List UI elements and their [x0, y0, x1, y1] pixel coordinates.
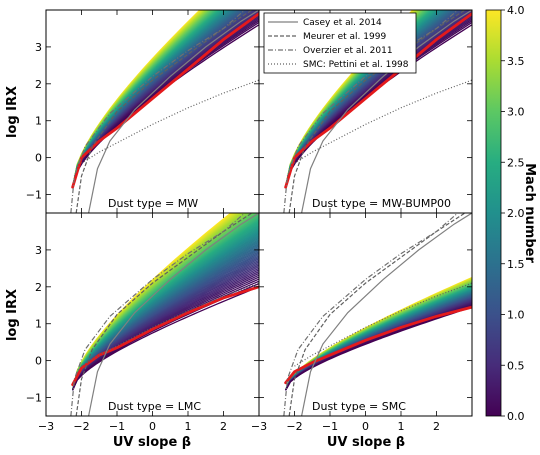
x-tick-label: −3: [38, 420, 54, 433]
mach-curve: [285, 304, 472, 391]
y-tick-label: 2: [35, 281, 42, 294]
meurer-relation: [75, 213, 253, 416]
x-tick-label: −1: [322, 420, 338, 433]
colorbar-tick-label: 2.5: [507, 156, 525, 169]
x-tick-label: 2: [433, 420, 440, 433]
y-tick-label: 1: [35, 115, 42, 128]
casey-relation: [301, 10, 472, 213]
panel-lmc: −1 0 1 2 3 −3 −2 −1 0 1 2: [26, 212, 260, 433]
red-curve: [284, 12, 472, 189]
legend-label-casey: Casey et al. 2014: [303, 18, 382, 28]
y-axis-label-top: log IRX: [5, 86, 20, 138]
mach-curve: [285, 305, 472, 391]
mach-curve: [285, 303, 472, 391]
colorbar-tick-label: 4.0: [507, 4, 525, 17]
y-tick-label: −1: [26, 189, 42, 202]
colorbar-tick-label: 3.0: [507, 106, 525, 119]
y-tick-label: 0: [35, 152, 42, 165]
casey-relation: [88, 213, 259, 416]
colorbar-gradient: [485, 9, 502, 417]
x-tick-label: 2: [220, 420, 227, 433]
x-tick-label: 0: [362, 420, 369, 433]
x-tick-label: 0: [149, 420, 156, 433]
overzier-relation: [283, 10, 459, 213]
meurer-relation: [288, 10, 466, 213]
y-tick-label: 3: [35, 244, 42, 257]
colorbar-tick-label: 0.0: [507, 410, 525, 423]
mach-curve: [285, 304, 472, 391]
colorbar-tick-label: 1.5: [507, 258, 525, 271]
overzier-relation: [70, 10, 246, 213]
overzier-relation: [283, 213, 459, 416]
legend-box: [263, 12, 417, 74]
meurer-relation: [288, 213, 466, 416]
x-tick-label: 1: [398, 420, 405, 433]
casey-relation: [88, 10, 259, 213]
colorbar-label: Mach number: [522, 163, 537, 263]
colorbar-tick-label: 0.5: [507, 359, 525, 372]
legend-label-overzier: Overzier et al. 2011: [303, 46, 393, 56]
mach-curve: [285, 306, 472, 391]
y-tick-label: 2: [35, 78, 42, 91]
x-axis-label-left: UV slope β: [113, 435, 191, 450]
y-tick-label: 1: [35, 318, 42, 331]
annotation-smc: Dust type = SMC: [312, 400, 406, 413]
red-curve: [71, 285, 259, 387]
meurer-relation: [75, 10, 253, 213]
panel-mw: −1 0 1 2 3: [26, 9, 260, 214]
x-axis-label-right: UV slope β: [327, 435, 405, 450]
panel-smc: −3 −2 −1 0 1 2: [251, 212, 473, 433]
y-tick-label: −1: [26, 392, 42, 405]
colorbar-ticks: 0.0 0.5 1.0 1.5 2.0 2.5 3.0 3.5 4.0: [501, 4, 525, 423]
y-tick-label: 0: [35, 355, 42, 368]
overzier-relation: [70, 213, 246, 416]
casey-relation: [301, 213, 472, 416]
red-curve: [71, 12, 259, 189]
x-tick-label: −2: [73, 420, 89, 433]
legend-label-pettini: SMC: Pettini et al. 1998: [303, 60, 409, 70]
x-tick-label: −3: [251, 420, 267, 433]
x-tick-label: −2: [286, 420, 302, 433]
y-axis-label-bottom: log IRX: [5, 289, 20, 341]
annotation-mw: Dust type = MW: [108, 197, 198, 210]
x-tick-label: −1: [109, 420, 125, 433]
red-curve: [284, 305, 472, 385]
legend: Casey et al. 2014 Meurer et al. 1999 Ove…: [263, 12, 417, 74]
colorbar-tick-label: 3.5: [507, 55, 525, 68]
annotation-mw-bump00: Dust type = MW-BUMP00: [312, 197, 451, 210]
annotation-lmc: Dust type = LMC: [108, 400, 201, 413]
y-tick-label: 3: [35, 41, 42, 54]
x-tick-label: 1: [185, 420, 192, 433]
colorbar-tick-label: 2.0: [507, 207, 525, 220]
colorbar: 0.0 0.5 1.0 1.5 2.0 2.5 3.0 3.5 4.0 Mach number: [485, 4, 537, 423]
legend-label-meurer: Meurer et al. 1999: [303, 32, 386, 42]
colorbar-tick-label: 1.0: [507, 309, 525, 322]
